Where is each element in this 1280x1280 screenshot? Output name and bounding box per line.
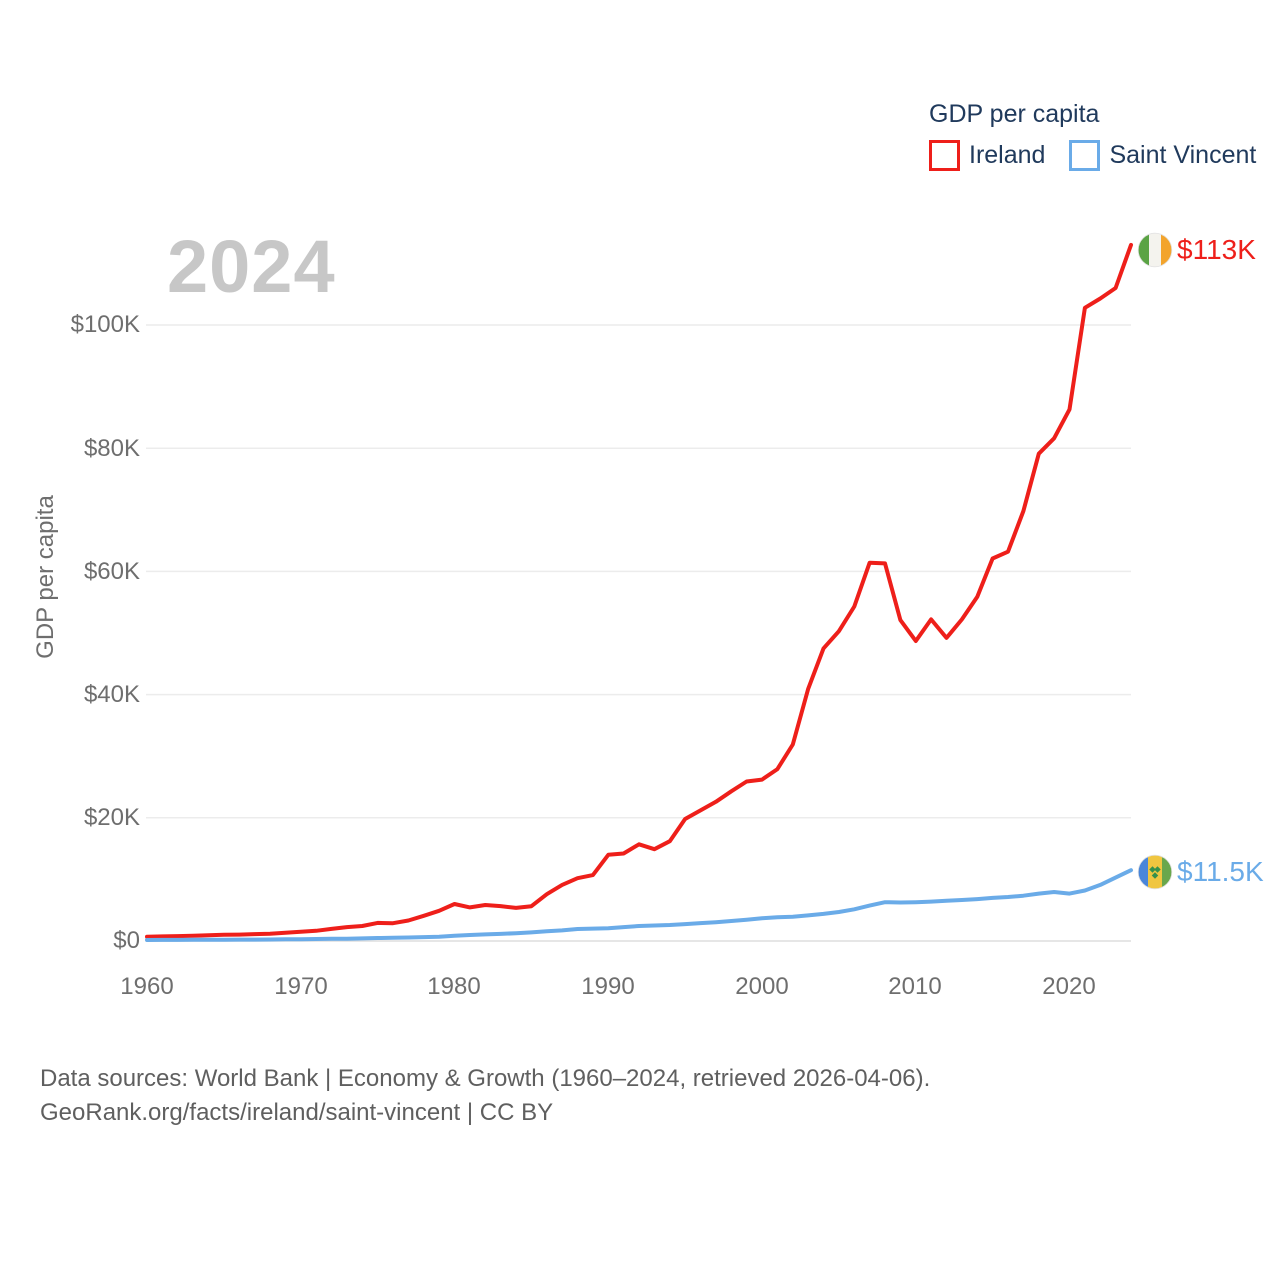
footer: Data sources: World Bank | Economy & Gro… xyxy=(40,1062,930,1130)
x-tick-label: 2020 xyxy=(1042,973,1096,1000)
x-tick-label: 1990 xyxy=(581,973,635,1000)
saint-vincent-swatch-icon xyxy=(1069,140,1101,171)
ireland-value-label: $113K xyxy=(1177,234,1256,265)
y-tick-label: $0 xyxy=(113,927,140,954)
footer-attribution: GeoRank.org/facts/ireland/saint-vincent … xyxy=(40,1099,554,1126)
legend-label-ireland: Ireland xyxy=(969,141,1046,169)
saint-vincent-value-label: $11.5K xyxy=(1177,856,1264,887)
y-tick-label: $60K xyxy=(83,558,140,585)
ireland-swatch-icon xyxy=(929,140,960,171)
legend-label-saint-vincent: Saint Vincent xyxy=(1109,141,1257,169)
series-line-saint-vincent xyxy=(145,868,1133,942)
y-tick-label: $40K xyxy=(83,681,140,708)
y-tick-label: $100K xyxy=(70,311,140,338)
x-tick-label: 2000 xyxy=(735,973,789,1000)
legend: GDP per capita Ireland Saint Vincent xyxy=(929,100,1256,171)
legend-item-saint-vincent[interactable]: Saint Vincent xyxy=(1069,140,1256,171)
y-tick-label: $80K xyxy=(83,435,140,462)
footer-data-sources: Data sources: World Bank | Economy & Gro… xyxy=(40,1065,931,1092)
x-tick-label: 1980 xyxy=(427,973,481,1000)
legend-items: Ireland Saint Vincent xyxy=(929,140,1256,171)
x-tick-label: 1960 xyxy=(120,973,174,1000)
ireland-flag-icon xyxy=(1137,232,1173,268)
saint-vincent-flag-icon xyxy=(1137,854,1173,890)
x-tick-label: 2010 xyxy=(888,973,942,1000)
series-line-ireland xyxy=(145,242,1133,939)
x-tick-label: 1970 xyxy=(274,973,328,1000)
legend-item-ireland[interactable]: Ireland xyxy=(929,140,1045,171)
chart-canvas xyxy=(145,242,1133,942)
year-watermark: 2024 xyxy=(167,225,336,308)
legend-title: GDP per capita xyxy=(929,100,1100,128)
y-tick-label: $20K xyxy=(83,804,140,831)
